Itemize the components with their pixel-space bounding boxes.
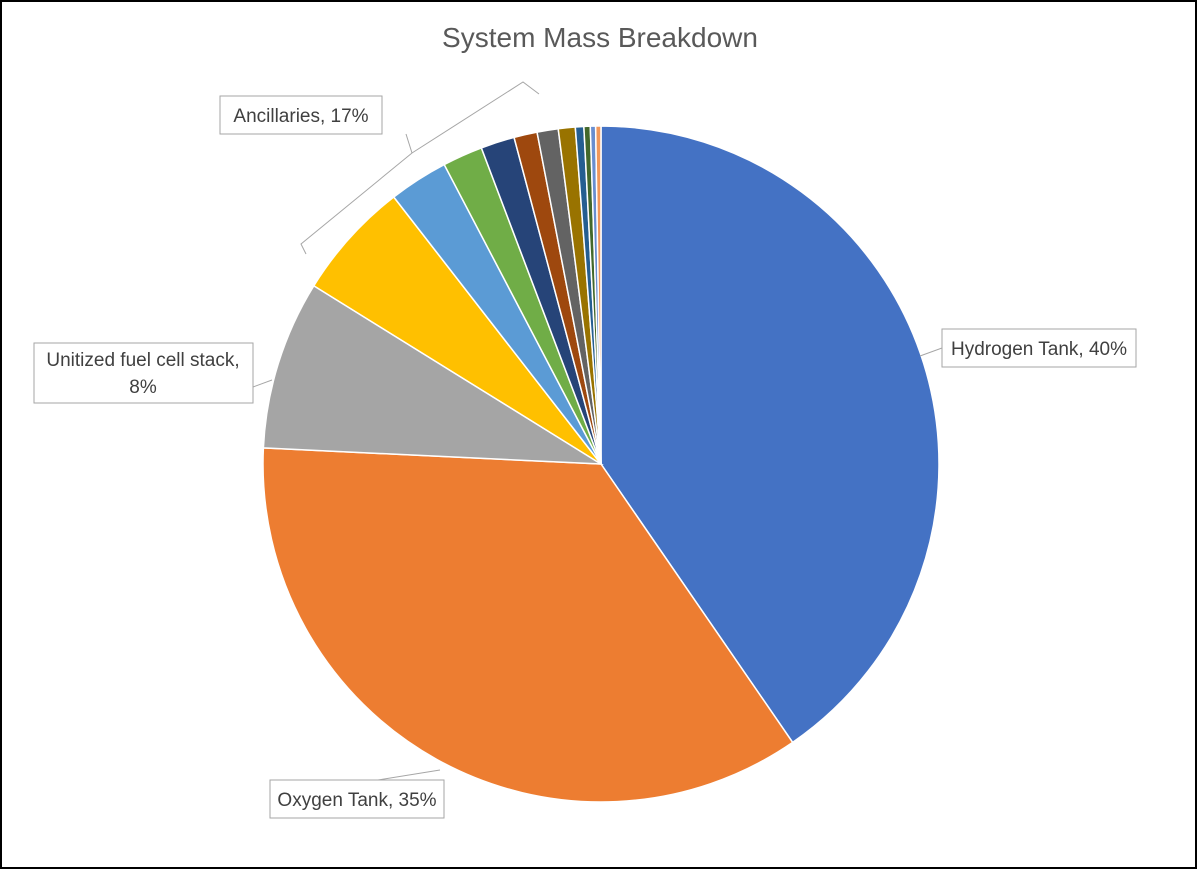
label-hydrogen-tank: Hydrogen Tank, 40% (941, 328, 1137, 368)
label-oxygen-tank: Oxygen Tank, 35% (269, 779, 445, 819)
label-fuel-cell-stack-line2: 8% (129, 377, 157, 398)
pie-slice-oxygen-tank (262, 447, 794, 803)
pie-slice-hydrogen-tank (600, 125, 940, 744)
label-ancillaries-text: Ancillaries, 17% (233, 106, 368, 127)
pie-slice-unitized-fuel-cell-stack (262, 284, 604, 465)
chart-title: System Mass Breakdown (442, 22, 758, 53)
label-fuel-cell-stack-line1: Unitized fuel cell stack, (46, 350, 239, 371)
label-ancillaries: Ancillaries, 17% (219, 95, 383, 135)
oxygen-leader-line (270, 769, 441, 781)
ancillaries-leader-line (405, 133, 413, 154)
pie-slice-ancillary-13 (594, 125, 602, 465)
pie-slices (262, 125, 940, 803)
label-fuel-cell-stack: Unitized fuel cell stack, 8% (33, 342, 254, 404)
stack-leader-line (252, 379, 273, 388)
hydrogen-leader-line (919, 347, 943, 357)
label-hydrogen-tank-text: Hydrogen Tank, 40% (951, 339, 1127, 360)
label-oxygen-tank-text: Oxygen Tank, 35% (277, 790, 436, 811)
